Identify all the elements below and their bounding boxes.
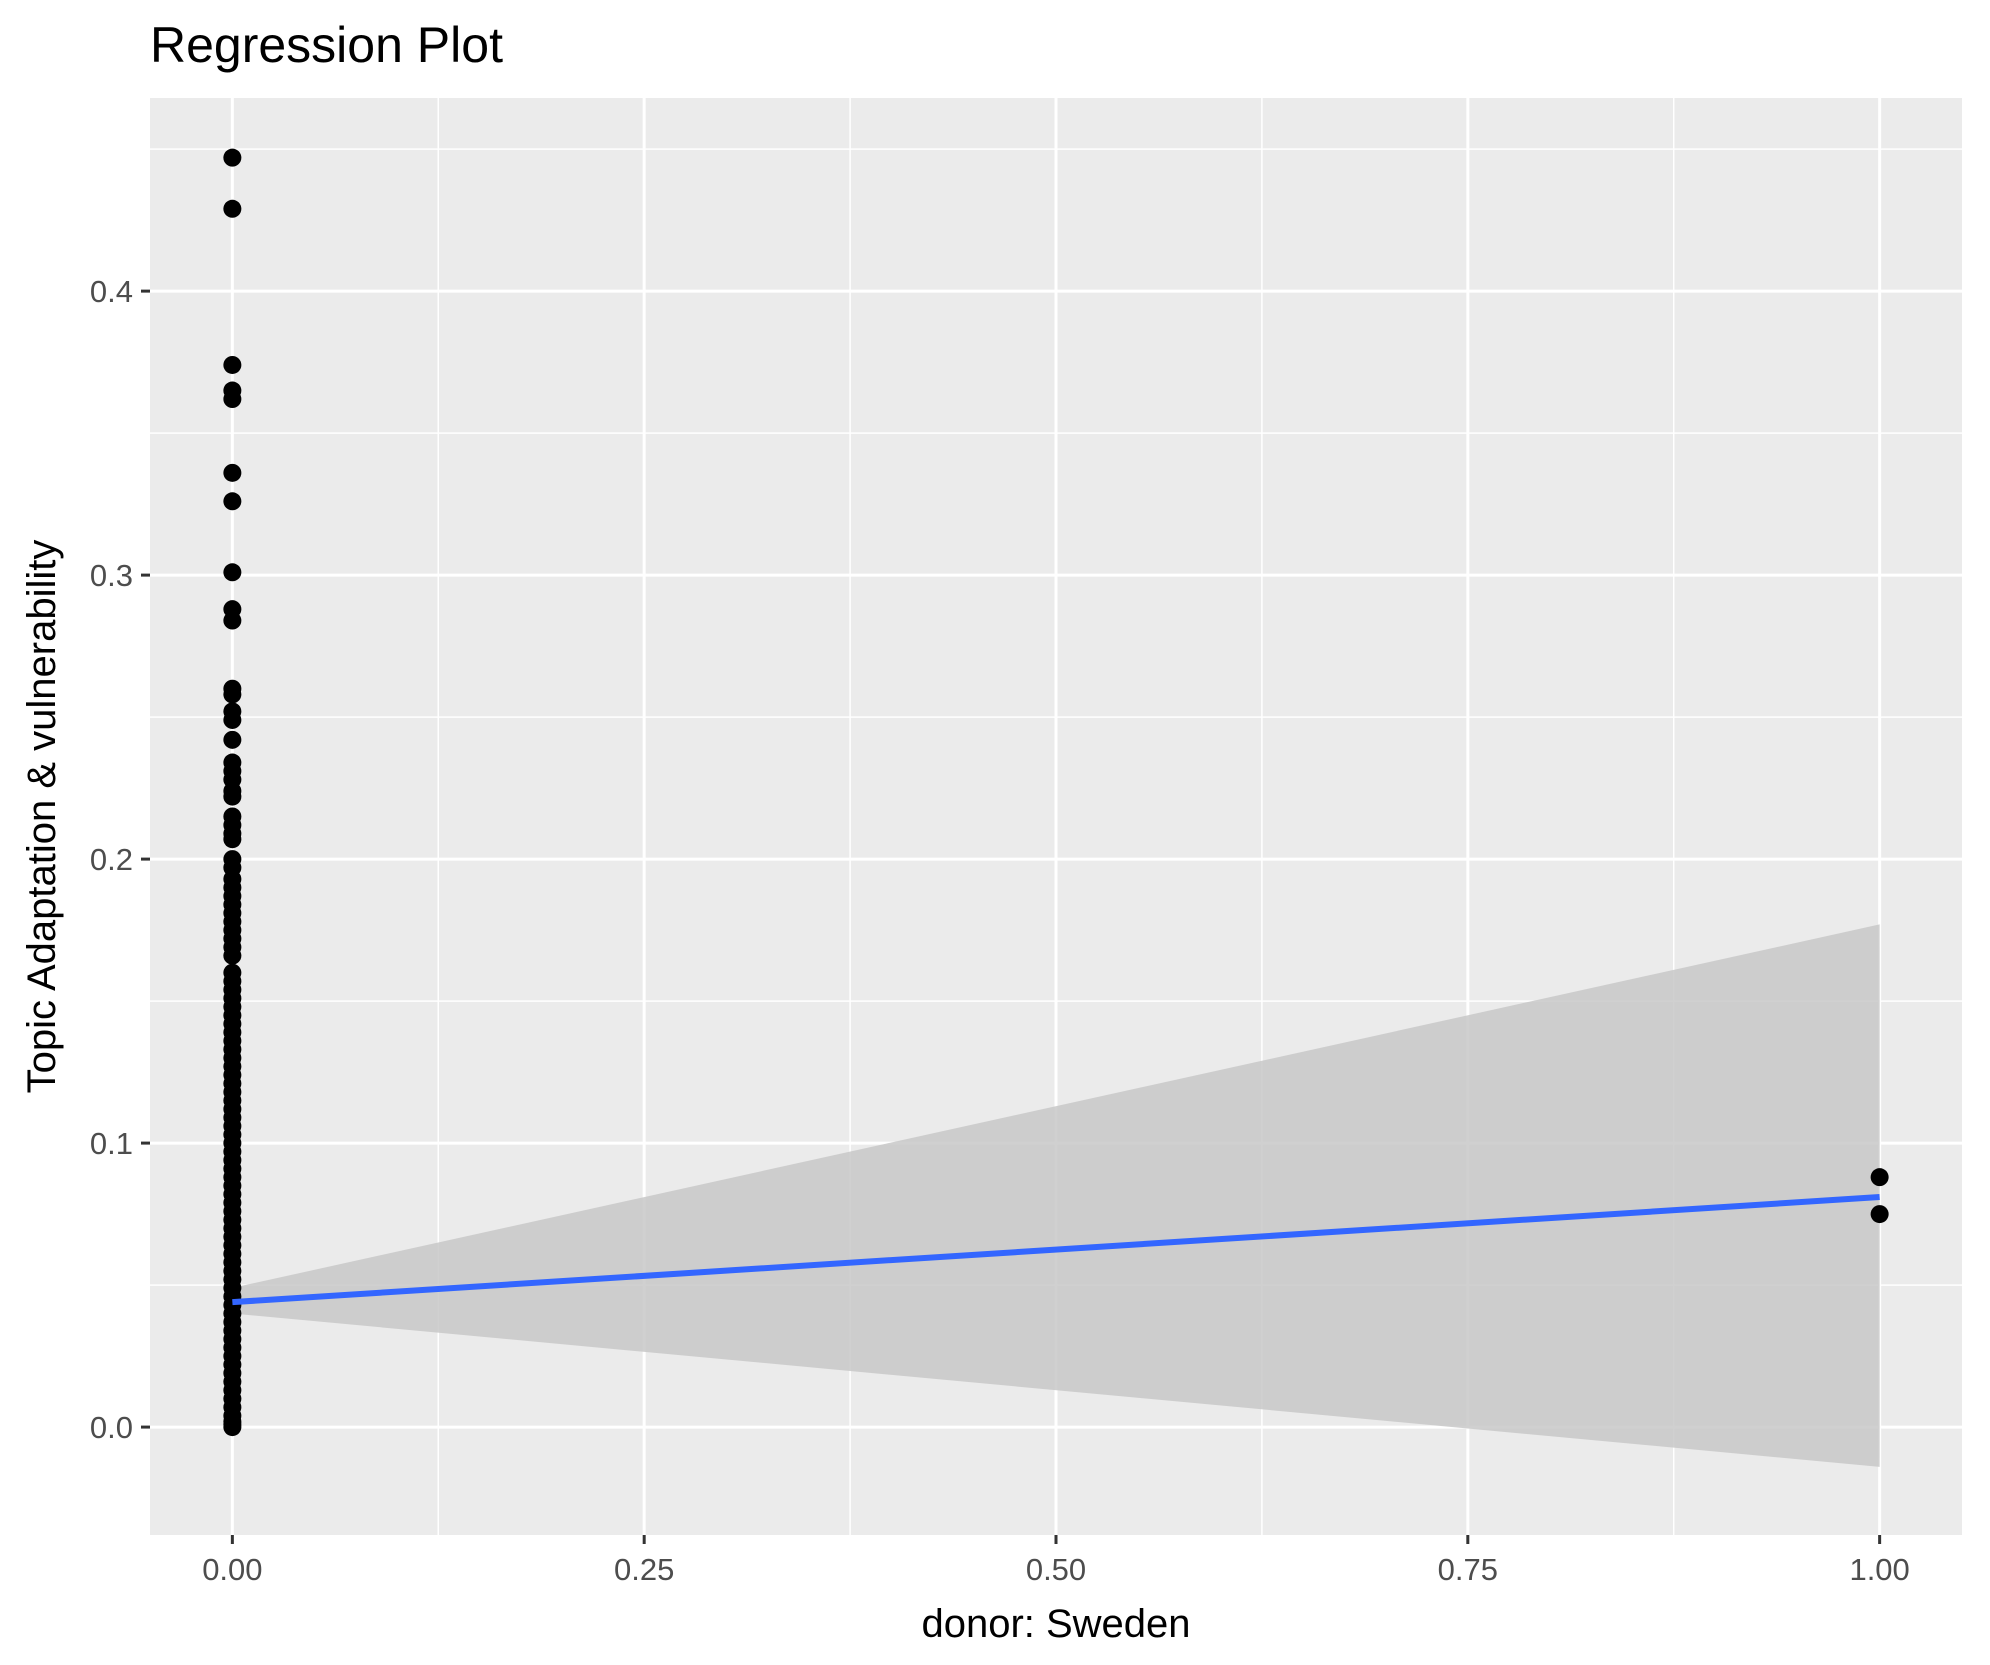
regression-line [232, 1194, 1880, 1306]
x-tick-label: 0.75 [1438, 1552, 1498, 1587]
y-tick-label: 0.3 [90, 558, 133, 593]
data-point [223, 730, 242, 749]
data-point [223, 563, 242, 582]
y-axis-title: Topic Adaptation & vulnerability [20, 540, 64, 1094]
y-tick-label: 0.0 [90, 1410, 133, 1445]
data-point [223, 148, 242, 167]
data-point [1870, 1168, 1889, 1187]
data-point [223, 390, 242, 409]
data-point [223, 1418, 242, 1437]
confidence-ribbon [232, 924, 1880, 1467]
x-tick-label: 1.00 [1849, 1552, 1909, 1587]
data-point [223, 830, 242, 849]
x-axis-title: donor: Sweden [921, 1602, 1190, 1646]
x-tick-label: 0.00 [202, 1552, 262, 1587]
data-point [223, 463, 242, 482]
data-point [223, 946, 242, 965]
data-point [223, 355, 242, 374]
data-point [223, 787, 242, 806]
y-tick-label: 0.2 [90, 842, 133, 877]
x-tick-label: 0.25 [614, 1552, 674, 1587]
y-tick-label: 0.4 [90, 274, 133, 309]
data-points [223, 148, 1889, 1437]
y-tick-label: 0.1 [90, 1126, 133, 1161]
data-point [223, 611, 242, 630]
data-point [223, 492, 242, 511]
x-tick-label: 0.50 [1026, 1552, 1086, 1587]
x-axis-ticks: 0.00 0.25 0.50 0.75 1.00 [202, 1535, 1910, 1587]
data-point [223, 710, 242, 729]
data-point [223, 685, 242, 704]
chart-title: Regression Plot [150, 17, 503, 73]
y-axis-ticks: 0.0 0.1 0.2 0.3 0.4 [90, 274, 150, 1445]
data-point [1870, 1205, 1889, 1224]
data-point [223, 199, 242, 218]
